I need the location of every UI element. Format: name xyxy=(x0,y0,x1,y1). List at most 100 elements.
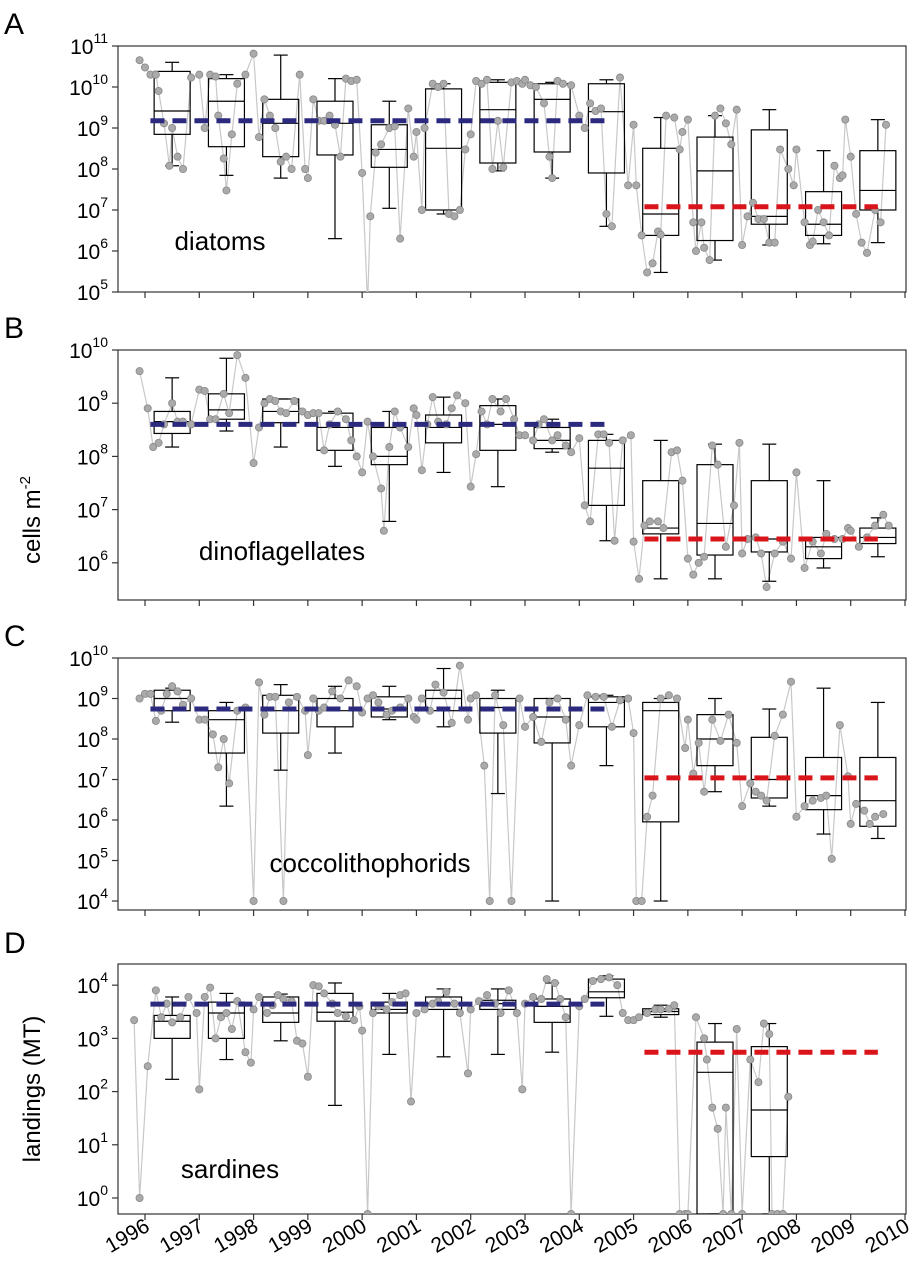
box-2007 xyxy=(750,443,788,582)
data-point xyxy=(168,682,177,691)
data-point xyxy=(629,537,638,546)
data-point xyxy=(654,517,663,526)
data-point xyxy=(765,1030,774,1039)
data-point xyxy=(412,715,421,724)
data-point xyxy=(678,476,687,485)
data-point xyxy=(852,209,861,218)
data-point xyxy=(616,73,625,82)
data-point xyxy=(496,407,505,416)
panel-a: A 105 106 107 108 109 1010 1011 diatoms xyxy=(4,8,907,305)
data-point xyxy=(616,696,625,705)
y-tick-label: 106 xyxy=(77,547,108,576)
y-tick-label: 108 xyxy=(77,440,108,469)
data-point xyxy=(455,1008,464,1017)
data-point xyxy=(852,799,861,808)
box-2008 xyxy=(804,687,843,835)
plot-area xyxy=(135,661,897,906)
data-point xyxy=(366,212,375,221)
data-point xyxy=(377,484,386,493)
data-point xyxy=(499,163,508,172)
data-point xyxy=(580,994,589,1003)
box-1997 xyxy=(207,74,246,176)
data-point xyxy=(830,161,839,170)
data-point xyxy=(561,715,570,724)
data-point xyxy=(219,389,228,398)
box-iqr xyxy=(533,83,571,153)
data-point xyxy=(352,75,361,84)
monthly-series-line xyxy=(139,665,884,902)
data-point xyxy=(298,407,307,416)
panel-letter-d: D xyxy=(4,927,26,960)
data-point xyxy=(561,441,570,450)
data-point xyxy=(349,1016,358,1025)
panel-letter-a: A xyxy=(4,8,24,41)
plot-area xyxy=(135,351,897,592)
data-point xyxy=(358,1026,367,1035)
data-point xyxy=(211,72,220,81)
data-point xyxy=(540,99,549,108)
data-point xyxy=(491,691,500,700)
box-2001 xyxy=(424,667,463,728)
data-point xyxy=(705,256,714,265)
data-point xyxy=(553,694,562,703)
y-tick-label: 1010 xyxy=(69,71,108,100)
data-point xyxy=(697,218,706,227)
data-point xyxy=(200,386,209,395)
data-point xyxy=(673,446,682,455)
data-point xyxy=(618,436,627,445)
box-2005 xyxy=(642,697,680,902)
y-axis-label-cells-text: cells m xyxy=(19,489,46,564)
data-point xyxy=(846,526,855,535)
y-tick-label: 109 xyxy=(77,112,108,141)
data-point xyxy=(168,124,177,133)
x-tick-label-2009: 2009 xyxy=(807,1214,859,1257)
data-point xyxy=(382,710,391,719)
data-point xyxy=(602,209,611,218)
data-point xyxy=(518,1085,527,1094)
data-point xyxy=(406,1097,415,1106)
y-tick-label: 108 xyxy=(77,723,108,752)
data-point xyxy=(298,1039,307,1048)
data-point xyxy=(192,1008,201,1017)
data-point xyxy=(542,975,551,984)
data-point xyxy=(282,409,291,418)
data-point xyxy=(173,687,182,696)
data-point xyxy=(721,1103,730,1112)
data-point xyxy=(613,981,622,990)
data-point xyxy=(439,79,448,88)
data-point xyxy=(200,124,209,133)
data-point xyxy=(716,736,725,745)
data-point xyxy=(860,806,869,815)
data-point xyxy=(206,983,215,992)
data-point xyxy=(482,75,491,84)
data-point xyxy=(545,698,554,707)
data-point xyxy=(344,676,353,685)
data-point xyxy=(455,205,464,214)
data-point xyxy=(735,438,744,447)
y-tick-label: 107 xyxy=(77,764,108,793)
data-point xyxy=(140,63,149,72)
data-point xyxy=(404,443,413,452)
data-point xyxy=(746,779,755,788)
data-point xyxy=(659,524,668,533)
data-point xyxy=(770,731,779,740)
data-point xyxy=(333,1008,342,1017)
box-iqr xyxy=(859,756,897,827)
data-point xyxy=(808,796,817,805)
data-point xyxy=(607,722,616,731)
data-point xyxy=(173,152,182,161)
data-point xyxy=(738,1210,747,1214)
data-point xyxy=(409,404,418,413)
data-point xyxy=(309,694,318,703)
data-point xyxy=(233,79,242,88)
data-point xyxy=(363,1210,372,1214)
x-tick-label-2007: 2007 xyxy=(699,1214,751,1257)
data-point xyxy=(200,992,209,1001)
data-point xyxy=(477,79,486,88)
data-point xyxy=(746,1055,755,1064)
data-point xyxy=(683,554,692,563)
data-point xyxy=(211,415,220,424)
data-point xyxy=(249,897,258,906)
data-point xyxy=(521,431,530,440)
data-point xyxy=(738,549,747,558)
